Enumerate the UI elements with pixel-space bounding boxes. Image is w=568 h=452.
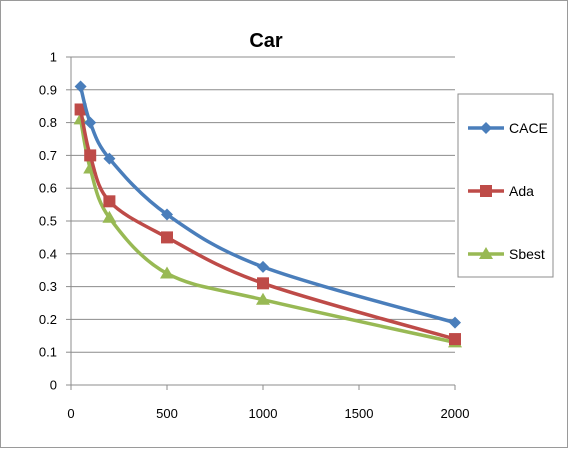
- legend-marker: [479, 247, 493, 259]
- series-cace: [74, 80, 461, 329]
- x-tick-label: 0: [67, 406, 74, 421]
- x-tick-label: 1500: [345, 406, 374, 421]
- legend-label: Ada: [509, 183, 534, 199]
- y-tick-label: 0.8: [39, 115, 57, 130]
- data-point-sbest: [256, 292, 270, 305]
- data-point-ada: [449, 333, 461, 346]
- legend-item-ada: Ada: [468, 183, 534, 199]
- x-tick-label: 1000: [249, 406, 278, 421]
- data-point-sbest: [160, 266, 174, 279]
- y-tick-label: 0.1: [39, 345, 57, 360]
- data-point-ada: [257, 277, 269, 290]
- series-sbest: [73, 112, 462, 348]
- x-tick-label: 500: [156, 406, 178, 421]
- chart-title: Car: [249, 30, 283, 52]
- legend-item-sbest: Sbest: [468, 246, 545, 262]
- y-tick-label: 0.5: [39, 214, 57, 229]
- legend-label: CACE: [509, 120, 548, 136]
- data-point-ada: [161, 231, 173, 244]
- data-point-cace: [161, 208, 173, 221]
- x-tick-labels: 0 500 1000 1500 2000: [67, 406, 469, 421]
- series-group: [73, 80, 462, 348]
- y-tick-labels: 0 0.1 0.2 0.3 0.4 0.5 0.6 0.7 0.8 0.9 1: [39, 50, 57, 393]
- data-point-cace: [84, 116, 97, 129]
- y-tick-label: 0.3: [39, 279, 57, 294]
- legend-marker: [480, 185, 492, 197]
- data-point-cace: [449, 316, 461, 329]
- data-point-cace: [257, 260, 269, 273]
- legend: CACE Ada Sbest: [457, 93, 554, 278]
- series-ada: [74, 103, 461, 346]
- legend-box: [457, 93, 554, 278]
- data-point-cace: [103, 152, 116, 165]
- y-tick-label: 0.2: [39, 312, 57, 327]
- data-point-sbest: [102, 210, 117, 223]
- legend-item-cace: CACE: [468, 120, 548, 136]
- data-point-cace: [74, 80, 87, 93]
- axes: [66, 56, 456, 390]
- y-tick-label: 0.9: [39, 82, 57, 97]
- data-point-ada: [103, 195, 116, 208]
- y-tick-label: 1: [50, 50, 57, 65]
- y-tick-label: 0: [50, 378, 57, 393]
- y-tick-label: 0.4: [39, 246, 57, 261]
- y-tick-label: 0.6: [39, 181, 57, 196]
- y-tick-label: 0.7: [39, 148, 57, 163]
- legend-label: Sbest: [509, 246, 545, 262]
- x-tick-label: 2000: [441, 406, 470, 421]
- data-point-ada: [84, 149, 97, 162]
- legend-marker: [480, 122, 492, 134]
